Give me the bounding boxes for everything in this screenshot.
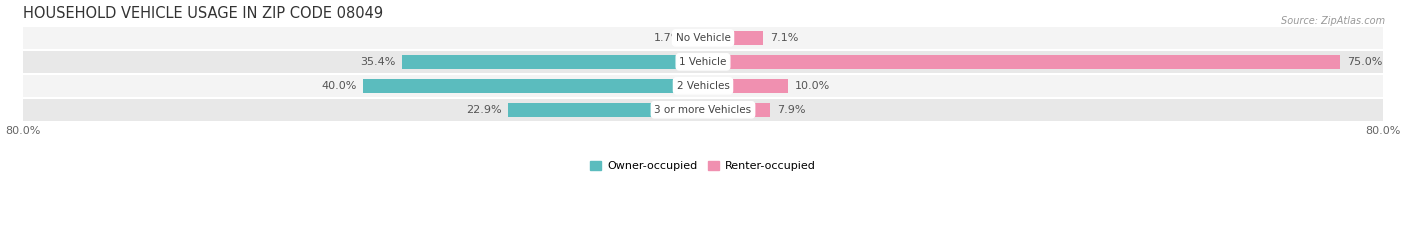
Bar bbox=[402, 55, 703, 69]
Text: 35.4%: 35.4% bbox=[360, 57, 395, 67]
Bar bbox=[24, 98, 1382, 122]
Bar bbox=[509, 103, 703, 117]
Bar bbox=[689, 31, 703, 45]
Bar bbox=[703, 31, 763, 45]
Bar bbox=[703, 55, 1340, 69]
Text: 7.1%: 7.1% bbox=[770, 33, 799, 43]
Text: 1.7%: 1.7% bbox=[654, 33, 682, 43]
Text: HOUSEHOLD VEHICLE USAGE IN ZIP CODE 08049: HOUSEHOLD VEHICLE USAGE IN ZIP CODE 0804… bbox=[24, 6, 384, 21]
Bar bbox=[363, 79, 703, 93]
Text: 75.0%: 75.0% bbox=[1347, 57, 1382, 67]
Text: 3 or more Vehicles: 3 or more Vehicles bbox=[654, 105, 752, 115]
Bar bbox=[24, 50, 1382, 74]
Text: 1 Vehicle: 1 Vehicle bbox=[679, 57, 727, 67]
Text: 2 Vehicles: 2 Vehicles bbox=[676, 81, 730, 91]
Text: 40.0%: 40.0% bbox=[321, 81, 356, 91]
Bar bbox=[703, 79, 787, 93]
Text: 22.9%: 22.9% bbox=[465, 105, 502, 115]
Text: Source: ZipAtlas.com: Source: ZipAtlas.com bbox=[1281, 16, 1385, 26]
Bar bbox=[24, 74, 1382, 98]
Legend: Owner-occupied, Renter-occupied: Owner-occupied, Renter-occupied bbox=[586, 157, 820, 176]
Text: 7.9%: 7.9% bbox=[778, 105, 806, 115]
Bar bbox=[24, 26, 1382, 50]
Text: 10.0%: 10.0% bbox=[794, 81, 830, 91]
Bar bbox=[703, 103, 770, 117]
Text: No Vehicle: No Vehicle bbox=[675, 33, 731, 43]
